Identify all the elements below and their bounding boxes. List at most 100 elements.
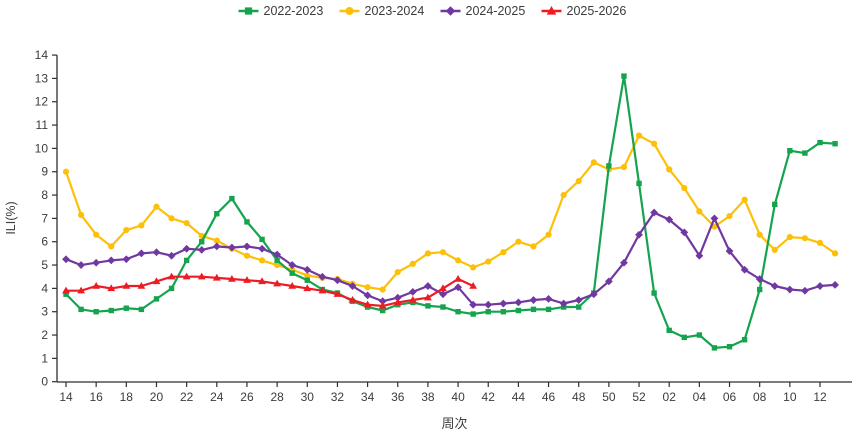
y-tick-label: 5 — [41, 258, 48, 272]
square-marker-icon — [183, 257, 190, 264]
diamond-marker-icon — [816, 282, 824, 290]
diamond-marker-icon — [424, 282, 432, 290]
circle-marker-icon — [394, 268, 401, 276]
y-tick-label: 11 — [36, 118, 49, 132]
circle-marker-icon — [62, 168, 70, 175]
x-tick-label: 24 — [210, 390, 224, 404]
circle-marker-icon — [741, 196, 748, 203]
circle-marker-icon — [379, 286, 386, 293]
square-marker-icon — [214, 211, 220, 217]
legend-item-2023-2024[interactable]: 2023-2024 — [339, 4, 425, 18]
square-marker-icon — [153, 296, 160, 302]
square-marker-icon — [455, 309, 461, 315]
diamond-marker-icon — [785, 285, 794, 294]
diamond-marker-icon — [755, 275, 764, 283]
square-marker-icon — [379, 307, 386, 314]
diamond-marker-icon — [544, 294, 553, 303]
triangle-marker-icon — [363, 300, 372, 308]
circle-marker-icon — [816, 239, 824, 246]
x-tick-label: 12 — [813, 390, 827, 404]
diamond-marker-icon — [348, 282, 357, 290]
legend-label: 2022-2023 — [264, 4, 324, 18]
x-tick-label: 50 — [602, 390, 616, 404]
x-tick-label: 18 — [120, 390, 134, 404]
diamond-marker-icon — [363, 291, 372, 300]
triangle-marker-icon — [137, 281, 146, 289]
diamond-marker-icon — [439, 290, 447, 299]
x-axis-title: 周次 — [441, 416, 467, 431]
circle-marker-icon — [545, 231, 552, 238]
circle-marker-icon — [786, 233, 793, 241]
diamond-marker-icon — [695, 251, 704, 260]
circle-marker-icon — [635, 132, 643, 139]
series-2024-2025 — [62, 208, 839, 309]
diamond-marker-icon — [152, 248, 161, 257]
square-marker-icon — [470, 311, 476, 317]
diamond-marker-icon — [408, 287, 417, 296]
square-marker-icon — [168, 285, 175, 292]
square-marker-icon — [545, 306, 552, 313]
legend-item-2022-2023[interactable]: 2022-2023 — [238, 4, 324, 18]
triangle-marker-icon — [273, 279, 282, 287]
square-marker-icon — [681, 334, 687, 341]
legend-item-2025-2026[interactable]: 2025-2026 — [541, 4, 627, 18]
triangle-marker-icon — [348, 295, 357, 303]
series-2023-2024 — [62, 132, 839, 293]
square-marker-icon — [304, 277, 310, 283]
circle-marker-icon — [138, 222, 145, 229]
circle-marker-icon — [424, 250, 432, 257]
square-legend-icon — [244, 7, 253, 15]
square-marker-icon — [425, 303, 431, 309]
diamond-marker-icon — [620, 258, 628, 267]
series-line-2024-2025 — [65, 211, 836, 306]
circle-marker-icon — [530, 243, 537, 250]
square-marker-icon — [93, 309, 99, 315]
square-marker-icon — [485, 309, 491, 315]
circle-marker-icon — [454, 257, 462, 264]
circle-marker-icon — [681, 184, 688, 192]
square-marker-icon — [772, 201, 778, 208]
diamond-marker-icon — [333, 276, 342, 285]
y-tick-label: 4 — [41, 281, 48, 295]
series-line-2025-2026 — [66, 275, 474, 307]
triangle-marker-icon — [258, 277, 266, 285]
diamond-marker-icon — [167, 251, 176, 260]
legend-label: 2025-2026 — [567, 4, 627, 18]
square-marker-icon — [259, 236, 265, 243]
triangle-marker-icon — [107, 284, 116, 292]
diamond-marker-icon — [529, 296, 538, 304]
triangle-marker-icon — [92, 281, 101, 289]
legend-item-2024-2025[interactable]: 2024-2025 — [440, 4, 526, 18]
diamond-marker-icon — [243, 242, 251, 251]
square-marker-icon — [832, 141, 838, 147]
circle-marker-icon — [123, 226, 130, 234]
x-tick-label: 34 — [361, 390, 375, 404]
diamond-marker-icon — [318, 272, 327, 281]
square-marker-icon — [696, 332, 703, 338]
y-tick-label: 13 — [35, 71, 49, 85]
y-tick-label: 2 — [41, 328, 48, 342]
triangle-legend-icon — [546, 6, 557, 15]
square-marker-icon — [63, 291, 69, 297]
circle-marker-icon — [831, 250, 839, 257]
triangle-marker-icon — [227, 274, 236, 282]
diamond-marker-icon — [725, 247, 734, 255]
circle-marker-icon — [183, 219, 190, 227]
x-tick-label: 02 — [663, 390, 677, 404]
circle-marker-icon — [560, 191, 567, 199]
diamond-marker-icon — [665, 215, 674, 224]
diamond-marker-icon — [378, 297, 387, 306]
circle-marker-icon — [213, 237, 220, 244]
diamond-marker-icon — [574, 296, 583, 304]
x-tick-label: 26 — [240, 390, 254, 404]
diamond-marker-icon — [454, 283, 462, 292]
x-tick-label: 52 — [632, 390, 646, 404]
diamond-marker-icon — [197, 245, 206, 254]
square-marker-icon — [138, 306, 145, 313]
circle-marker-icon — [93, 231, 100, 238]
series-line-2023-2024 — [64, 134, 836, 291]
triangle-marker-icon — [197, 272, 206, 280]
series-markers-2025-2026 — [62, 272, 478, 309]
circle-marker-icon — [620, 163, 628, 171]
triangle-marker-icon — [303, 284, 312, 292]
